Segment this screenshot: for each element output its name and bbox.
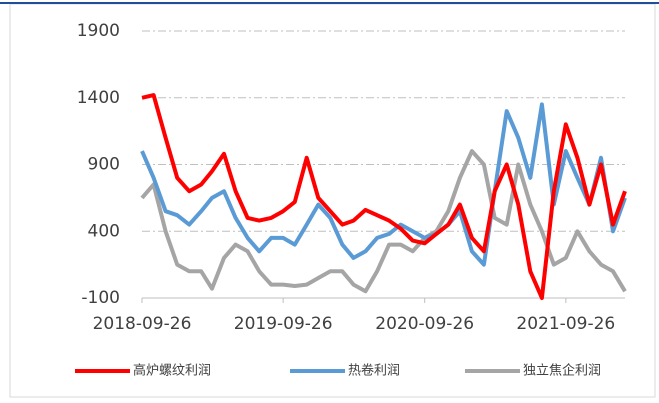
y-tick-label: 1400 [77,88,120,108]
x-tick-label: 2018-09-26 [93,314,192,334]
legend-label: 独立焦企利润 [523,363,601,379]
x-tick-label: 2019-09-26 [234,314,333,334]
y-tick-label: 900 [88,155,120,175]
y-tick-label: 1900 [77,21,120,41]
y-tick-label: -100 [81,288,120,308]
x-tick-label: 2021-09-26 [516,314,615,334]
series-line [141,93,627,300]
series-line [140,102,627,267]
frame [9,3,656,398]
x-tick-label: 2020-09-26 [375,314,474,334]
series-line [140,149,627,294]
y-tick-label: 400 [88,221,120,241]
legend-label: 热卷利润 [348,363,400,379]
legend-label: 高炉螺纹利润 [133,363,211,379]
